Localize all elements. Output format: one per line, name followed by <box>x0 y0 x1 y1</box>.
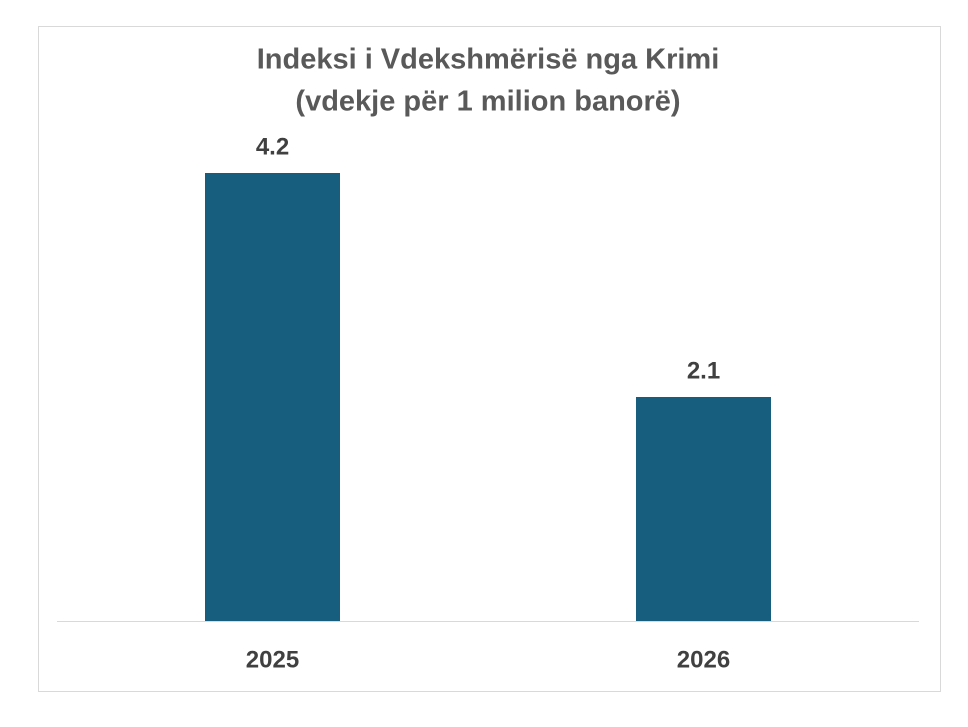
bar <box>636 397 771 621</box>
x-tick-label: 2025 <box>246 646 299 673</box>
data-label: 2.1 <box>687 357 720 384</box>
bar <box>205 173 340 621</box>
chart-subtitle: (vdekje për 1 milion banorë) <box>295 86 680 118</box>
chart-title: Indeksi i Vdekshmërisë nga Krimi <box>257 44 720 76</box>
x-tick-label: 2026 <box>677 646 730 673</box>
data-label: 4.2 <box>256 133 289 160</box>
chart-frame <box>38 26 941 692</box>
